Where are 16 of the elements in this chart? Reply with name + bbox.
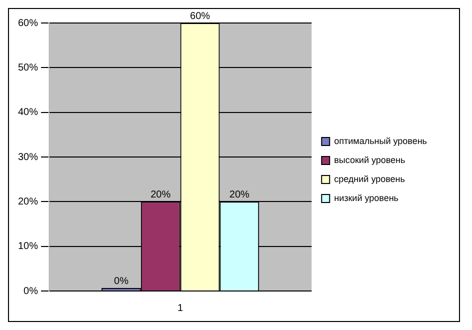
y-tick-label: 0% [24,286,38,297]
legend-label: оптимальный уровень [334,136,428,146]
y-tick-label: 40% [18,107,38,118]
legend-label: средний уровень [334,174,406,184]
y-tick-label: 50% [18,62,38,74]
y-tick-label: 60% [18,18,38,29]
legend-label: низкий уровень [334,192,399,203]
y-tick-label: 10% [18,241,38,252]
data-label: 20% [229,189,250,200]
x-tick-label: 1 [178,302,184,314]
data-label: 0% [114,276,129,287]
legend-label: высокий уровень [334,154,406,165]
data-label: 60% [190,10,210,22]
y-tick-label: 20% [18,196,38,208]
data-label: 20% [150,189,171,200]
y-tick-label: 30% [18,152,38,163]
